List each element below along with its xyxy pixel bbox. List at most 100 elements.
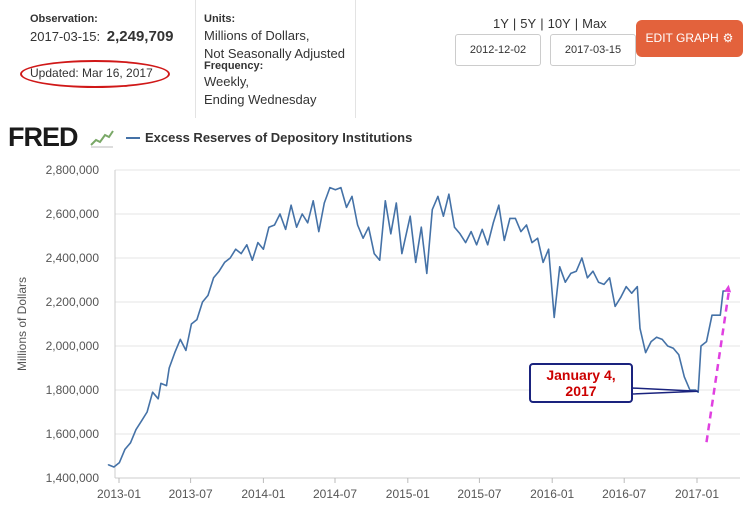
data-point — [368, 226, 370, 228]
data-point — [251, 259, 253, 261]
data-point — [174, 352, 176, 354]
data-point — [279, 213, 281, 215]
data-point — [340, 187, 342, 189]
y-tick-label: 1,800,000 — [46, 383, 100, 397]
data-point — [224, 261, 226, 263]
data-point — [379, 259, 381, 261]
observation-date: 2017-03-15: — [30, 29, 101, 44]
trend-arrow-shaft — [705, 292, 730, 443]
data-point — [157, 398, 159, 400]
data-point — [201, 301, 204, 303]
callout-box — [529, 363, 633, 403]
data-point — [179, 338, 181, 340]
range-10y-link[interactable]: 10Y — [547, 16, 571, 31]
units-line-2: Not Seasonally Adjusted — [204, 46, 345, 61]
frequency-text: Weekly, Ending Wednesday — [204, 73, 356, 109]
series-line-excess-reserves — [108, 186, 726, 468]
data-point — [592, 270, 594, 272]
data-point — [113, 466, 115, 468]
edit-graph-label: EDIT GRAPH — [645, 31, 719, 45]
units-line-1: Millions of Dollars, — [204, 28, 310, 43]
x-tick-label: 2013-07 — [169, 487, 213, 501]
y-tick-label: 2,600,000 — [46, 207, 100, 221]
observation-panel: Observation: 2017-03-15: 2,249,709 Updat… — [0, 0, 196, 118]
data-point — [268, 226, 270, 228]
data-point — [575, 270, 577, 272]
data-point — [395, 202, 397, 204]
data-point — [683, 376, 685, 378]
x-axis-ticks: 2013-01 2013-07 2014-01 2014-07 2015-01 2015-… — [97, 478, 719, 501]
x-tick-label: 2014-07 — [313, 487, 357, 501]
y-axis-label: Millions of Dollars — [15, 277, 29, 371]
callout-pointer — [631, 387, 699, 395]
data-point — [717, 314, 719, 316]
series-points — [107, 187, 727, 468]
data-point — [597, 281, 600, 283]
data-point — [603, 283, 605, 285]
data-point — [168, 367, 170, 369]
data-point — [213, 277, 215, 279]
y-tick-label: 2,000,000 — [46, 339, 100, 353]
data-point — [296, 226, 298, 228]
data-point — [426, 272, 428, 274]
data-point — [442, 215, 444, 217]
data-point — [362, 237, 364, 239]
data-point — [357, 224, 359, 226]
trend-arrow — [705, 284, 732, 443]
data-point — [650, 341, 652, 343]
y-axis-ticks: 1,400,000 1,600,000 1,800,000 2,000,000 2,20… — [46, 163, 100, 485]
data-point — [190, 323, 192, 325]
data-point — [542, 261, 544, 263]
data-point — [207, 294, 209, 296]
data-point — [476, 244, 478, 246]
data-point — [639, 327, 641, 329]
data-point — [229, 257, 231, 259]
data-point — [273, 224, 276, 226]
range-1y-link[interactable]: 1Y — [493, 16, 509, 31]
x-tick-label: 2015-07 — [457, 487, 501, 501]
data-point — [351, 195, 353, 197]
data-point — [307, 222, 309, 224]
range-separator: | — [574, 16, 579, 31]
data-point — [645, 352, 647, 354]
fred-logo[interactable]: FRED — [8, 122, 78, 152]
data-point — [470, 231, 472, 233]
data-point — [401, 253, 403, 255]
data-point — [437, 195, 439, 197]
observation-label: Observation: — [30, 13, 98, 25]
range-max-link[interactable]: Max — [582, 16, 607, 31]
legend-series-name: Excess Reserves of Depository Institutio… — [145, 130, 413, 145]
data-point — [559, 266, 561, 268]
data-point — [262, 248, 264, 250]
observation-value-line: 2017-03-15: 2,249,709 — [30, 28, 173, 45]
data-point — [509, 217, 511, 219]
y-tick-label: 2,400,000 — [46, 251, 100, 265]
data-point — [185, 349, 187, 351]
start-date-input[interactable]: 2012-12-02 — [455, 34, 541, 66]
data-point — [141, 420, 143, 422]
data-point — [520, 231, 522, 233]
data-point — [301, 213, 303, 215]
data-point — [667, 345, 669, 347]
units-text: Millions of Dollars, Not Seasonally Adju… — [204, 27, 356, 63]
end-date-input[interactable]: 2017-03-15 — [550, 34, 636, 66]
range-5y-link[interactable]: 5Y — [520, 16, 537, 31]
data-point — [711, 314, 713, 316]
data-point — [453, 226, 456, 228]
edit-graph-button[interactable]: EDIT GRAPH ⚙ — [636, 20, 743, 57]
data-point — [514, 217, 517, 219]
units-label: Units: — [204, 13, 236, 25]
data-point — [661, 338, 663, 340]
frequency-label: Frequency: — [204, 60, 264, 72]
data-point — [481, 228, 483, 230]
data-point — [465, 242, 467, 244]
data-point — [415, 261, 417, 263]
x-tick-label: 2015-01 — [386, 487, 430, 501]
data-point — [318, 231, 320, 233]
data-point — [570, 272, 572, 274]
callout-text-line-1: January 4, — [546, 367, 615, 383]
x-tick-label: 2016-07 — [602, 487, 646, 501]
x-tick-label: 2013-01 — [97, 487, 141, 501]
data-point — [581, 257, 583, 259]
data-point — [235, 248, 237, 250]
